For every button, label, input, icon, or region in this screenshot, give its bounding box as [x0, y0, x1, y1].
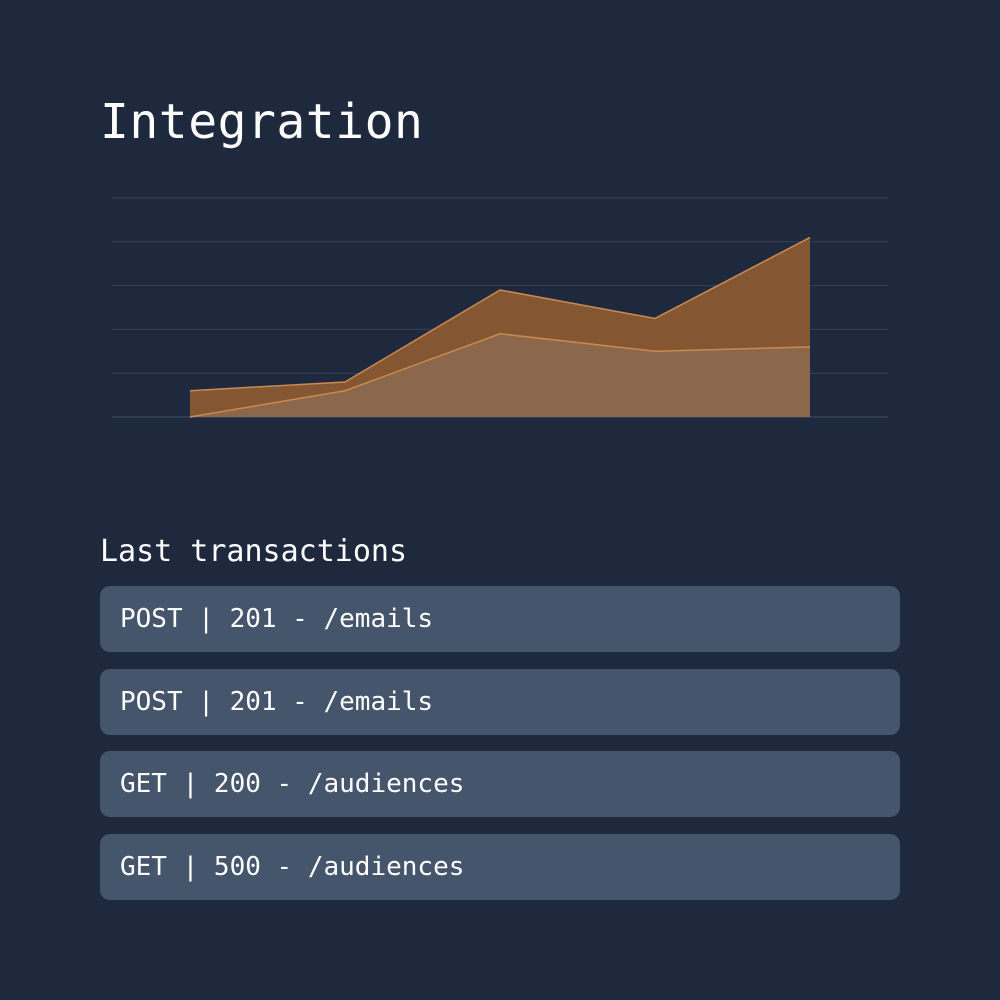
series-line-2	[189, 333, 811, 418]
transaction-label: GET | 500 - /audiences	[120, 851, 465, 882]
transactions-title: Last transactions	[100, 534, 408, 569]
transaction-row[interactable]: POST | 201 - /emails	[100, 668, 900, 735]
transaction-label: GET | 200 - /audiences	[120, 769, 465, 799]
transaction-label: POST | 201 - /emails	[120, 686, 434, 717]
page-title: Integration	[100, 94, 424, 150]
series-area-1	[190, 237, 810, 417]
transaction-row[interactable]: GET | 500 - /audiences	[100, 833, 900, 900]
transaction-row[interactable]: GET | 200 - /audiences	[100, 751, 900, 817]
transaction-row[interactable]: POST | 201 - /emails	[100, 586, 900, 652]
transactions-list: POST | 201 - /emails POST | 201 - /email…	[100, 586, 900, 916]
series-area-2	[190, 333, 810, 417]
transaction-label: POST | 201 - /emails	[120, 604, 434, 634]
series-line-1	[189, 236, 811, 392]
